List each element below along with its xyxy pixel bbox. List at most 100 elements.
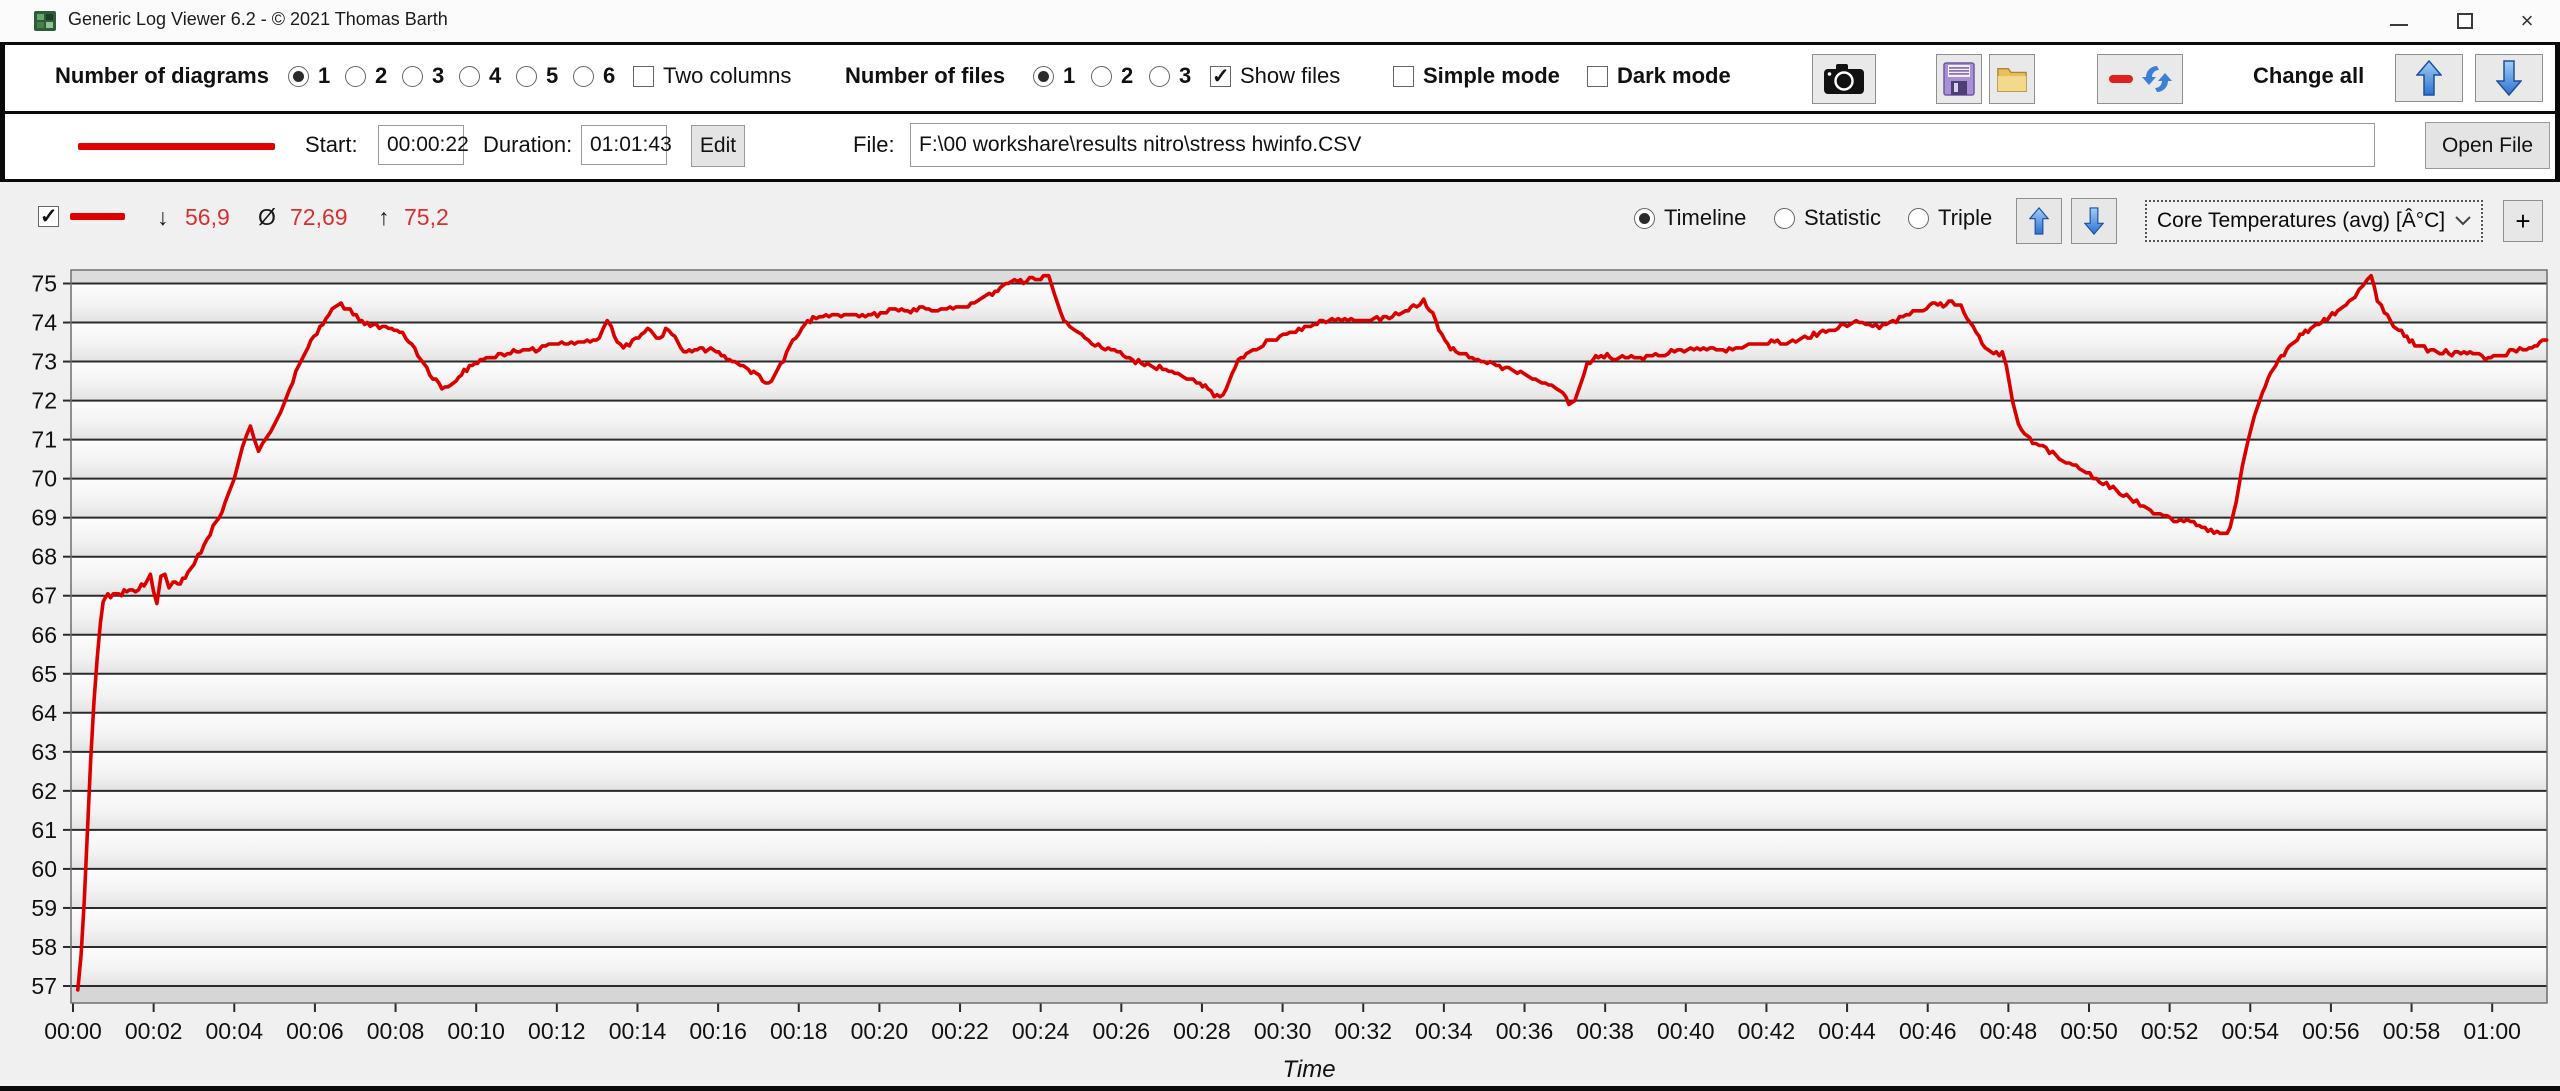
svg-text:00:16: 00:16 (689, 1018, 747, 1044)
checkbox-icon (633, 65, 654, 87)
svg-text:00:22: 00:22 (931, 1018, 989, 1044)
svg-text:00:48: 00:48 (1980, 1018, 2038, 1044)
view-radio-timeline[interactable]: Timeline (1634, 205, 1746, 231)
svg-text:00:10: 00:10 (447, 1018, 505, 1044)
diagrams-radio-3[interactable]: 3 (402, 63, 444, 89)
save-button[interactable] (1936, 54, 1982, 104)
svg-text:71: 71 (31, 427, 57, 453)
close-button[interactable]: × (2498, 0, 2556, 42)
file-toolbar: Start: 00:00:22 Duration: 01:01:43 Edit … (5, 114, 2555, 179)
add-signal-button[interactable]: + (2503, 200, 2543, 242)
min-value: 56,9 (185, 204, 230, 230)
svg-text:00:38: 00:38 (1576, 1018, 1634, 1044)
svg-text:68: 68 (31, 544, 57, 570)
svg-text:00:30: 00:30 (1254, 1018, 1312, 1044)
svg-text:75: 75 (31, 271, 57, 297)
diagrams-radio-2[interactable]: 2 (345, 63, 387, 89)
change-all-down-button[interactable] (2475, 54, 2543, 102)
series-visible-checkbox[interactable] (38, 204, 59, 229)
svg-text:00:26: 00:26 (1093, 1018, 1151, 1044)
show-files-checkbox[interactable]: Show files (1210, 63, 1340, 89)
edit-button[interactable]: Edit (691, 125, 745, 167)
files-radio-1[interactable]: 1 (1033, 63, 1075, 89)
file-color-legend-line (78, 143, 275, 150)
svg-text:69: 69 (31, 505, 57, 531)
temperature-line-chart[interactable]: 57 58 59 60 61 62 63 64 65 66 67 68 69 70 71 72 73 74 75 00… (0, 266, 2560, 1081)
change-all-up-button[interactable] (2395, 54, 2463, 102)
svg-text:00:08: 00:08 (367, 1018, 425, 1044)
maximize-button[interactable] (2436, 0, 2494, 42)
duration-label: Duration: (483, 132, 573, 157)
window-bottom-border (0, 1086, 2560, 1091)
svg-text:65: 65 (31, 661, 57, 687)
simple-mode-checkbox[interactable]: Simple mode (1393, 63, 1560, 89)
view-radio-statistic[interactable]: Statistic (1774, 205, 1881, 231)
app-icon (34, 11, 56, 31)
number-of-files-label: Number of files (845, 63, 1006, 88)
radio-icon (1091, 65, 1112, 87)
svg-text:00:00: 00:00 (44, 1018, 102, 1044)
svg-text:61: 61 (31, 817, 57, 843)
chevron-down-icon (2455, 216, 2471, 226)
arrow-down-icon (2084, 207, 2104, 235)
view-radio-triple[interactable]: Triple (1908, 205, 1992, 231)
reset-refresh-icon (2109, 66, 2172, 92)
file-path-input[interactable]: F:\00 workshare\results nitro\stress hwi… (910, 123, 2375, 167)
separator (0, 179, 2560, 182)
svg-text:00:46: 00:46 (1899, 1018, 1957, 1044)
diagrams-radio-6[interactable]: 6 (573, 63, 615, 89)
save-icon (1943, 62, 1975, 96)
svg-text:00:24: 00:24 (1012, 1018, 1070, 1044)
camera-icon (1824, 64, 1864, 94)
svg-text:00:20: 00:20 (851, 1018, 909, 1044)
title-bar: Generic Log Viewer 6.2 - © 2021 Thomas B… (0, 0, 2560, 42)
radio-icon (1634, 207, 1655, 229)
reset-zoom-button[interactable] (2097, 54, 2183, 104)
signal-select-dropdown[interactable]: Core Temperatures (avg) [Â°C] (2145, 200, 2483, 242)
avg-value: 72,69 (290, 204, 348, 230)
svg-text:60: 60 (31, 856, 57, 882)
close-icon: × (2520, 8, 2534, 33)
svg-text:59: 59 (31, 895, 57, 921)
two-columns-checkbox[interactable]: Two columns (633, 63, 791, 89)
diagram-header: ↓ 56,9 Ø 72,69 ↑ 75,2 Timeline Statistic… (0, 182, 2560, 262)
svg-text:00:50: 00:50 (2060, 1018, 2118, 1044)
svg-text:00:52: 00:52 (2141, 1018, 2199, 1044)
maximize-icon (2457, 13, 2473, 29)
minimize-button[interactable] (2370, 0, 2428, 42)
diagrams-radio-5[interactable]: 5 (516, 63, 558, 89)
diagrams-radio-4[interactable]: 4 (459, 63, 501, 89)
svg-text:00:58: 00:58 (2383, 1018, 2441, 1044)
duration-input[interactable]: 01:01:43 (581, 125, 672, 165)
start-time-input[interactable]: 00:00:22 (378, 125, 469, 165)
avg-icon: Ø (258, 204, 276, 230)
minimize-icon (2390, 24, 2408, 26)
radio-icon (573, 65, 594, 87)
files-radio-2[interactable]: 2 (1091, 63, 1133, 89)
separator (0, 111, 2560, 114)
svg-text:01:00: 01:00 (2463, 1018, 2521, 1044)
svg-text:63: 63 (31, 739, 57, 765)
radio-icon (345, 65, 366, 87)
svg-text:00:54: 00:54 (2221, 1018, 2279, 1044)
svg-text:00:42: 00:42 (1738, 1018, 1796, 1044)
svg-text:57: 57 (31, 973, 57, 999)
svg-text:62: 62 (31, 778, 57, 804)
files-radio-3[interactable]: 3 (1149, 63, 1191, 89)
screenshot-button[interactable] (1812, 54, 1876, 104)
open-folder-button[interactable] (1989, 54, 2035, 104)
svg-text:66: 66 (31, 622, 57, 648)
radio-icon (1149, 65, 1170, 87)
svg-text:00:40: 00:40 (1657, 1018, 1715, 1044)
number-of-diagrams-label: Number of diagrams (55, 63, 269, 88)
move-diagram-down-button[interactable] (2071, 198, 2117, 244)
radio-icon (1033, 65, 1054, 87)
checkbox-icon (1210, 64, 1231, 89)
open-file-button[interactable]: Open File (2425, 122, 2550, 169)
svg-text:00:28: 00:28 (1173, 1018, 1231, 1044)
move-diagram-up-button[interactable] (2016, 198, 2062, 244)
dark-mode-checkbox[interactable]: Dark mode (1587, 63, 1731, 89)
diagrams-radio-1[interactable]: 1 (288, 63, 330, 89)
main-toolbar: Number of diagrams 1 2 3 4 5 6 Two colum… (5, 45, 2555, 111)
